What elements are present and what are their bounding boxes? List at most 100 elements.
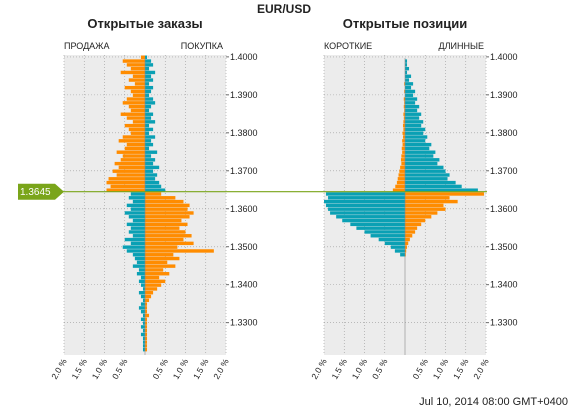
bar-left bbox=[140, 325, 145, 329]
bar-right bbox=[145, 336, 148, 340]
bar-right bbox=[405, 108, 418, 113]
bar-left bbox=[326, 203, 405, 208]
bar-right bbox=[405, 120, 424, 124]
bar-right bbox=[145, 180, 160, 185]
bar-left bbox=[394, 249, 405, 253]
bar-left bbox=[122, 101, 145, 105]
bar-right bbox=[145, 104, 152, 109]
x-tick-label: 2.0 % bbox=[211, 357, 231, 381]
bar-left bbox=[124, 211, 145, 215]
bar-left bbox=[140, 332, 145, 337]
bar-left bbox=[122, 245, 145, 249]
bar-left bbox=[124, 237, 145, 242]
bar-right bbox=[405, 82, 414, 86]
bar-left bbox=[130, 66, 145, 71]
bar-left bbox=[403, 112, 405, 116]
bar-right bbox=[405, 131, 424, 135]
bar-left bbox=[126, 116, 145, 120]
bar-left bbox=[140, 294, 145, 299]
bar-right bbox=[145, 139, 152, 143]
y-tick-label: 1.3800 bbox=[490, 128, 518, 138]
y-tick-label: 1.3900 bbox=[230, 90, 258, 100]
bar-left bbox=[130, 207, 145, 211]
bar-left bbox=[401, 154, 405, 158]
bar-right bbox=[145, 340, 148, 344]
y-tick-label: 1.3400 bbox=[490, 280, 518, 290]
bar-right bbox=[405, 188, 478, 192]
bar-right bbox=[405, 203, 444, 208]
bar-left bbox=[116, 173, 145, 177]
bar-left bbox=[404, 108, 405, 113]
bar-right bbox=[145, 74, 152, 78]
bar-left bbox=[132, 218, 145, 223]
bar-left bbox=[136, 272, 145, 276]
bar-left bbox=[384, 241, 405, 246]
x-tick-label: 1.5 % bbox=[191, 357, 211, 381]
bar-right bbox=[145, 249, 214, 253]
bar-left bbox=[399, 169, 405, 173]
bar-right bbox=[405, 85, 412, 90]
bar-right bbox=[405, 66, 410, 71]
bar-left bbox=[128, 78, 145, 82]
x-tick-label: 0.5 % bbox=[150, 357, 170, 381]
y-tick-label: 1.3500 bbox=[490, 242, 518, 252]
bar-left bbox=[130, 131, 145, 135]
y-tick-label: 1.3300 bbox=[230, 318, 258, 328]
bar-left bbox=[142, 298, 145, 303]
bar-left bbox=[124, 146, 145, 151]
bar-left bbox=[118, 139, 145, 143]
bar-right bbox=[145, 161, 154, 166]
long-side-label: ДЛИННЫЕ bbox=[439, 41, 484, 51]
bar-right bbox=[145, 135, 156, 139]
x-tick-label: 1.5 % bbox=[69, 357, 89, 381]
bar-right bbox=[145, 256, 180, 261]
bar-left bbox=[130, 226, 145, 230]
y-tick-label: 1.3400 bbox=[230, 280, 258, 290]
bar-right bbox=[145, 321, 148, 325]
bar-left bbox=[328, 207, 405, 211]
bar-right bbox=[145, 241, 194, 246]
bar-left bbox=[397, 177, 405, 181]
x-tick-label: 0.5 % bbox=[110, 357, 130, 381]
bar-left bbox=[122, 135, 145, 139]
bar-left bbox=[404, 82, 405, 86]
bar-left bbox=[124, 85, 145, 90]
bar-left bbox=[402, 123, 405, 128]
bar-right bbox=[405, 245, 408, 249]
bar-right bbox=[145, 344, 148, 348]
bar-right bbox=[405, 180, 456, 185]
bar-left bbox=[124, 123, 145, 128]
open-positions-percent-axis: 2.0 % 1.5 % 1.0 % 0.5 % 0.5 % 1.0 % 1.5 % 2.0 % bbox=[309, 357, 491, 381]
bar-left bbox=[134, 256, 145, 261]
bar-left bbox=[130, 192, 145, 196]
bar-left bbox=[128, 196, 145, 200]
bar-left bbox=[138, 268, 145, 272]
bar-right bbox=[405, 211, 438, 215]
bar-left bbox=[142, 313, 145, 318]
bar-left bbox=[328, 196, 405, 200]
bar-right bbox=[405, 226, 418, 230]
bar-right bbox=[145, 264, 176, 268]
bar-right bbox=[145, 325, 148, 329]
x-tick-label: 1.0 % bbox=[431, 357, 451, 381]
bar-left bbox=[122, 59, 145, 63]
bar-left bbox=[120, 112, 145, 116]
bar-left bbox=[130, 89, 145, 94]
bar-left bbox=[401, 146, 405, 151]
x-tick-label: 2.0 % bbox=[49, 357, 69, 381]
bar-left bbox=[404, 89, 405, 94]
bar-right bbox=[145, 218, 182, 223]
current-price-tag bbox=[18, 183, 64, 200]
bar-left bbox=[126, 63, 145, 67]
bar-left bbox=[350, 222, 405, 227]
bar-right bbox=[145, 347, 148, 352]
bar-right bbox=[405, 196, 450, 200]
bar-left bbox=[132, 120, 145, 124]
bar-left bbox=[140, 55, 145, 59]
bar-left bbox=[140, 283, 145, 287]
bar-right bbox=[145, 328, 148, 333]
bar-left bbox=[402, 142, 405, 147]
bar-right bbox=[405, 192, 484, 196]
bar-right bbox=[405, 139, 426, 143]
